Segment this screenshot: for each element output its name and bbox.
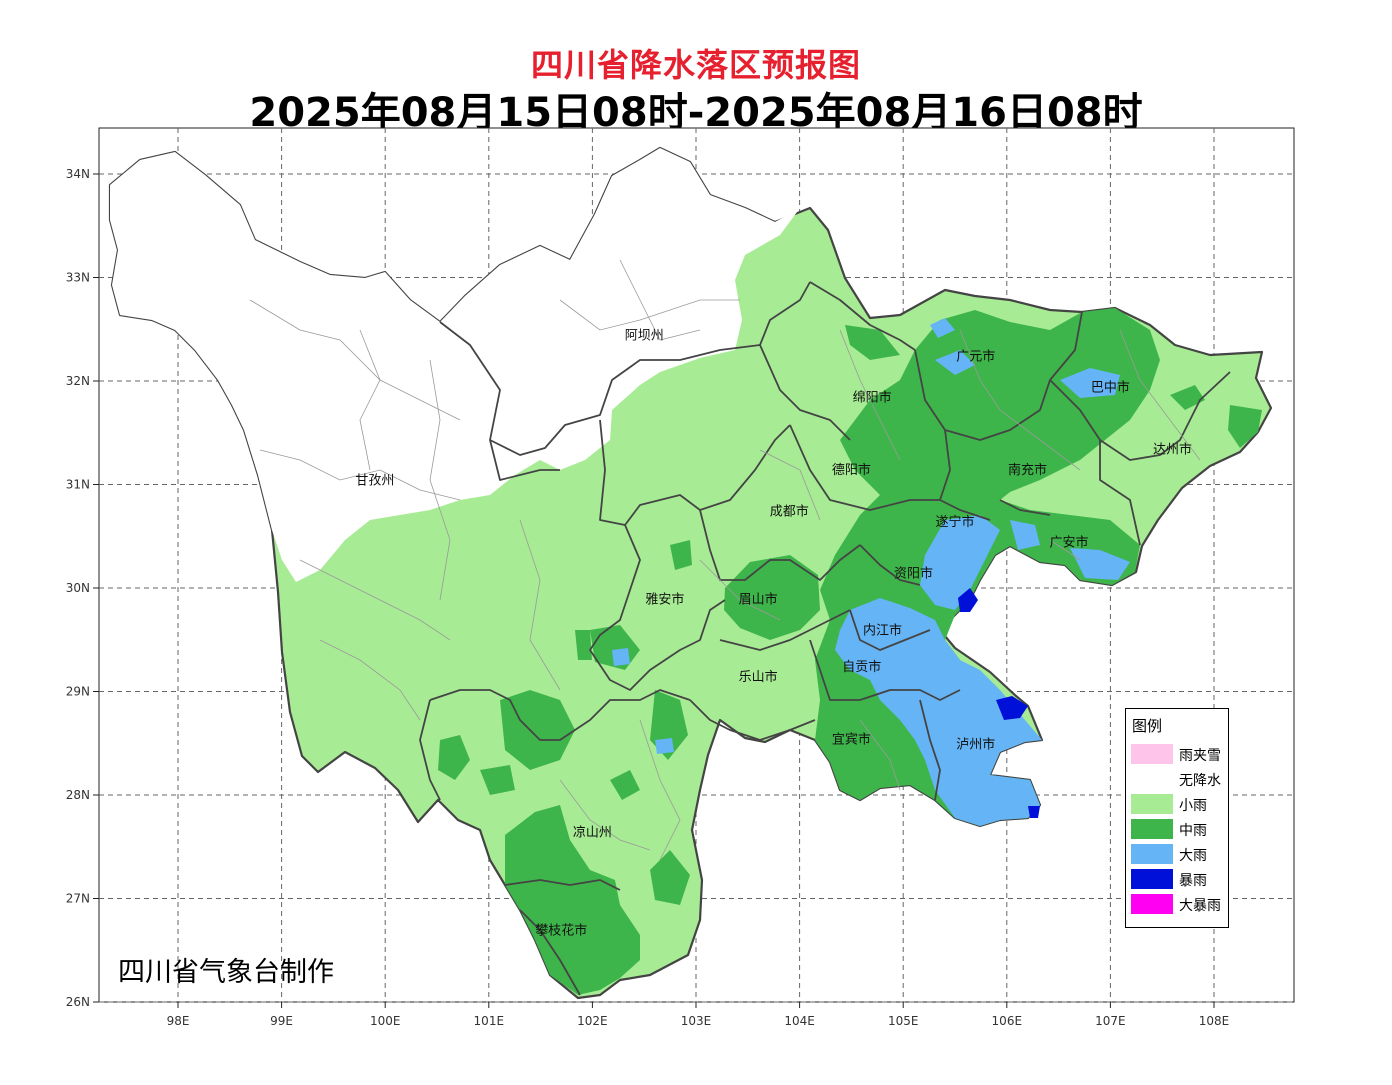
rainstorm-areas: [958, 588, 1040, 818]
region-label: 泸州市: [956, 736, 995, 752]
legend-title: 图例: [1132, 717, 1163, 735]
region-label: 资阳市: [894, 566, 933, 582]
heavy-rain-areas: [612, 318, 1130, 826]
region-label: 自贡市: [842, 659, 881, 675]
x-axis-ticks: 98E 99E 100E 101E 102E 103E 104E 105E 106E 107E 10…: [167, 1002, 1230, 1028]
region-label: 南充市: [1008, 462, 1047, 478]
legend-item: 暴雨: [1131, 868, 1226, 890]
y-tick-label: 27N: [66, 892, 90, 906]
y-tick-label: 26N: [66, 995, 90, 1009]
y-axis-ticks: 34N 33N 32N 31N 30N 29N 28N 27N 26N: [66, 167, 99, 1009]
county-boundaries: [249, 259, 1201, 861]
legend-swatch: [1131, 769, 1173, 789]
x-tick-label: 106E: [992, 1014, 1023, 1028]
region-label: 雅安市: [645, 592, 684, 608]
y-tick-label: 28N: [66, 788, 90, 802]
region-label: 阿坝州: [625, 329, 664, 344]
legend-item: 中雨: [1131, 818, 1226, 840]
legend-item: 大暴雨: [1131, 893, 1226, 915]
legend-item: 雨夹雪: [1131, 743, 1226, 765]
legend-swatch: [1131, 869, 1173, 889]
legend-swatch: [1131, 794, 1173, 814]
credit-text: 四川省气象台制作: [118, 957, 334, 988]
legend-label: 无降水: [1179, 773, 1221, 789]
region-label: 遂宁市: [935, 514, 974, 530]
legend-swatch: [1131, 744, 1173, 764]
x-tick-label: 98E: [167, 1014, 190, 1028]
region-label: 绵阳市: [853, 390, 892, 406]
region-label: 达州市: [1153, 441, 1192, 457]
region-label: 宜宾市: [832, 731, 871, 747]
x-tick-label: 104E: [784, 1014, 815, 1028]
legend-swatch: [1131, 894, 1173, 914]
legend: 图例 雨夹雪无降水小雨中雨大雨暴雨大暴雨: [1125, 708, 1229, 928]
x-tick-label: 108E: [1199, 1014, 1230, 1028]
x-tick-label: 103E: [681, 1014, 712, 1028]
region-label: 攀枝花市: [535, 923, 587, 939]
legend-swatch: [1131, 844, 1173, 864]
region-label: 乐山市: [739, 669, 778, 685]
y-tick-label: 30N: [66, 581, 90, 595]
y-tick-label: 33N: [66, 271, 90, 285]
y-tick-label: 29N: [66, 685, 90, 699]
region-label: 凉山州: [573, 825, 612, 840]
legend-label: 大暴雨: [1179, 898, 1221, 914]
legend-label: 中雨: [1179, 823, 1207, 839]
legend-swatch: [1131, 819, 1173, 839]
x-tick-label: 100E: [370, 1014, 401, 1028]
x-tick-label: 105E: [888, 1014, 919, 1028]
region-label: 甘孜州: [355, 474, 394, 489]
legend-label: 大雨: [1179, 848, 1207, 864]
no-rain-area: [110, 148, 800, 582]
region-label: 巴中市: [1091, 379, 1130, 395]
region-label: 德阳市: [832, 462, 871, 478]
legend-item: 大雨: [1131, 843, 1226, 865]
region-label: 广元市: [956, 348, 995, 364]
region-label: 广安市: [1049, 535, 1088, 551]
y-tick-label: 34N: [66, 167, 90, 181]
legend-item: 无降水: [1131, 768, 1226, 790]
x-tick-label: 102E: [577, 1014, 608, 1028]
y-tick-label: 31N: [66, 478, 90, 492]
prefecture-boundaries: [419, 281, 1231, 996]
x-tick-label: 107E: [1095, 1014, 1126, 1028]
x-tick-label: 101E: [474, 1014, 505, 1028]
legend-label: 小雨: [1179, 798, 1207, 814]
map-title: 四川省降水落区预报图: [530, 46, 861, 84]
legend-item: 小雨: [1131, 793, 1226, 815]
legend-label: 暴雨: [1179, 873, 1207, 889]
region-label: 成都市: [770, 504, 809, 520]
region-label: 内江市: [863, 623, 902, 639]
region-label: 眉山市: [739, 592, 778, 608]
x-tick-label: 99E: [270, 1014, 293, 1028]
legend-label: 雨夹雪: [1179, 748, 1221, 764]
y-tick-label: 32N: [66, 374, 90, 388]
